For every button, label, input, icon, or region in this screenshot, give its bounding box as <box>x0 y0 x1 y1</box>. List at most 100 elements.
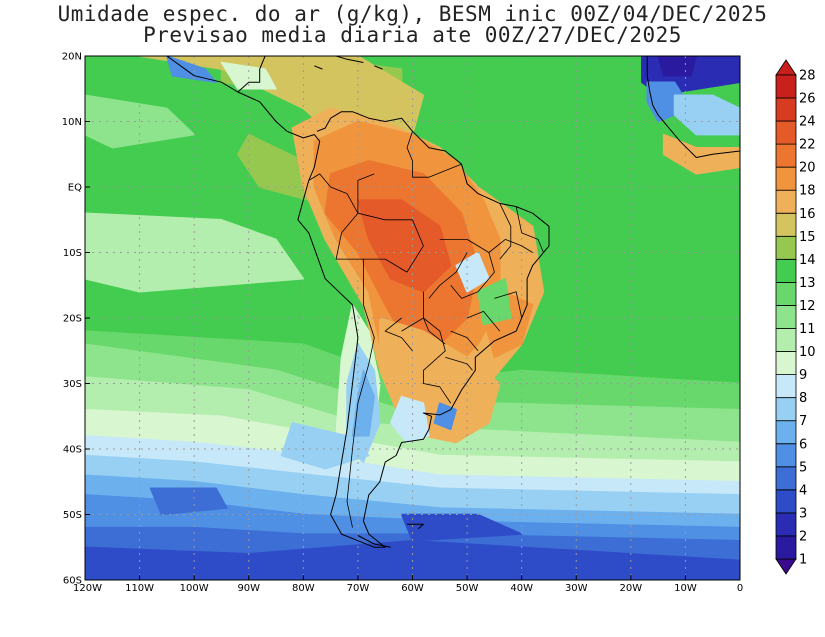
colorbar-swatch <box>775 512 797 537</box>
latitude-tick-label: 10N <box>62 117 82 128</box>
longitude-tick-label: 90W <box>237 583 260 594</box>
coastline <box>374 65 383 70</box>
country-border <box>384 317 413 352</box>
colorbar-swatch <box>775 305 797 329</box>
colorbar-label: 28 <box>799 69 816 84</box>
coastline <box>407 523 424 530</box>
colorbar-swatch <box>775 281 797 306</box>
longitude-tick-label: 10W <box>674 583 697 594</box>
country-border <box>450 330 479 352</box>
colorbar-label: 11 <box>799 322 816 337</box>
country-border <box>488 238 533 253</box>
humidity-region <box>389 395 430 444</box>
coastlines <box>166 56 740 548</box>
colorbar-label: 15 <box>799 230 816 245</box>
country-border <box>445 356 473 371</box>
coastline <box>335 56 364 63</box>
colorbar-label: 12 <box>799 299 816 314</box>
colorbar-label: 16 <box>799 207 816 222</box>
humidity-region <box>673 94 740 136</box>
humidity-region <box>166 56 217 83</box>
colorbar-label: 4 <box>799 483 807 498</box>
longitude-tick-label: 60W <box>401 583 424 594</box>
colorbar-arrow-low <box>775 558 797 575</box>
country-border <box>346 304 375 528</box>
latitude-tick-label: 60S <box>63 576 82 587</box>
humidity-region <box>357 199 452 293</box>
country-border <box>499 203 512 260</box>
coastline <box>324 56 331 57</box>
humidity-region <box>220 61 277 90</box>
colorbar-label: 2 <box>799 529 807 544</box>
coastline <box>166 56 550 548</box>
longitude-tick-label: 40W <box>510 583 533 594</box>
longitude-tick-label: 50W <box>456 583 479 594</box>
colorbar-label: 9 <box>799 368 807 383</box>
country-border <box>494 291 523 319</box>
colorbar-label: 3 <box>799 506 807 521</box>
colorbar-label: 20 <box>799 161 816 176</box>
latitude-axis: 20N 10N EQ 10S 20S 30S 40S 50S 60S <box>62 52 90 587</box>
colorbar-label: 1 <box>799 553 807 568</box>
colorbar-label: 24 <box>799 115 816 130</box>
longitude-tick-label: 120W <box>73 583 102 594</box>
humidity-region <box>657 56 698 77</box>
latitude-tick-label: 10S <box>63 248 82 259</box>
coastline <box>314 65 323 70</box>
humidity-region <box>351 369 376 437</box>
coastline <box>646 56 740 158</box>
colorbar-swatch <box>775 189 797 214</box>
colorbar-swatch <box>775 143 797 168</box>
colorbar-swatch <box>775 466 797 491</box>
country-border <box>357 173 424 273</box>
country-border <box>422 291 452 404</box>
colorbar-swatch <box>775 74 797 99</box>
colorbar-label: 22 <box>799 138 816 153</box>
coastline <box>357 535 391 548</box>
latitude-tick-label: 20N <box>62 52 82 63</box>
colorbar-swatch <box>775 97 797 122</box>
colorbar-swatch <box>775 120 797 145</box>
map-title: Umidade espec. do ar (g/kg), BESM inic 0… <box>57 2 768 26</box>
colorbar-label: 13 <box>799 276 816 291</box>
country-border <box>466 310 501 332</box>
humidity-region <box>477 277 512 326</box>
humidity-region <box>237 133 310 201</box>
humidity-region <box>149 487 228 516</box>
colorbar-swatch <box>775 397 797 422</box>
colorbar-label: 7 <box>799 414 807 429</box>
colorbar-swatch <box>775 328 797 352</box>
colorbar-swatch <box>775 235 797 260</box>
longitude-tick-label: 0 <box>737 583 743 594</box>
colorbar-arrow-high <box>775 59 797 76</box>
latitude-tick-label: 50S <box>63 510 82 521</box>
colorbar-label: 14 <box>799 253 816 268</box>
longitude-axis: 120W 110W 100W 90W 80W 70W 60W 50W 40W 30W 20W 10W 0 <box>73 575 743 594</box>
country-border <box>401 317 446 345</box>
colorbar-label: 6 <box>799 437 807 452</box>
colorbar-swatch <box>775 258 797 283</box>
colorbar-swatch <box>775 489 797 514</box>
colorbar-label: 5 <box>799 460 807 475</box>
colorbar-swatch <box>775 351 797 376</box>
colorbar-label: 8 <box>799 391 807 406</box>
colorbar-label: 18 <box>799 184 816 199</box>
map-subtitle: Previsao media diaria ate 00Z/27/DEC/202… <box>143 23 682 47</box>
longitude-tick-label: 100W <box>180 583 209 594</box>
colorbar-label: 10 <box>799 345 816 360</box>
latitude-tick-label: EQ <box>68 183 82 194</box>
country-border <box>428 252 468 299</box>
colorbar-swatch <box>775 420 797 445</box>
country-border <box>308 173 359 234</box>
colorbar-swatch <box>775 374 797 399</box>
latitude-tick-label: 40S <box>63 445 82 456</box>
longitude-tick-label: 110W <box>125 583 154 594</box>
humidity-region <box>400 513 523 542</box>
colorbar-swatch <box>775 535 797 560</box>
longitude-tick-label: 20W <box>620 583 643 594</box>
longitude-tick-label: 30W <box>565 583 588 594</box>
coastline <box>237 56 266 93</box>
longitude-tick-label: 70W <box>347 583 370 594</box>
